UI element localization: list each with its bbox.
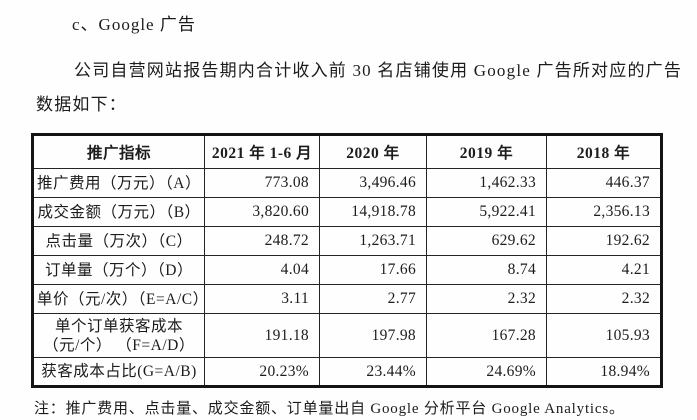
google-ads-metrics-table: 推广指标 2021 年 1-6 月 2020 年 2019 年 2018 年 推… — [31, 133, 663, 388]
cell-value: 3,820.60 — [204, 197, 320, 227]
cell-value: 18.94% — [546, 357, 662, 387]
column-header-2021h1: 2021 年 1-6 月 — [204, 134, 320, 169]
table-row-clicks: 点击量（万次）（C） 248.72 1,263.71 629.62 192.62 — [32, 226, 662, 256]
cell-value: 2.32 — [546, 284, 662, 314]
row-label: 单个订单获客成本（元/个） （F=A/D） — [32, 313, 205, 358]
cell-value: 248.72 — [204, 226, 320, 256]
cell-value: 167.28 — [426, 313, 547, 358]
table-header-row: 推广指标 2021 年 1-6 月 2020 年 2019 年 2018 年 — [32, 134, 662, 169]
table-row-orders: 订单量（万个）（D） 4.04 17.66 8.74 4.21 — [32, 255, 662, 285]
table-row-promo-expense: 推广费用（万元）（A） 773.08 3,496.46 1,462.33 446… — [32, 168, 662, 198]
cell-value: 20.23% — [204, 357, 320, 387]
row-label: 获客成本占比(G=A/B) — [32, 357, 205, 387]
table-row-cost-ratio: 获客成本占比(G=A/B) 20.23% 23.44% 24.69% 18.94… — [32, 357, 662, 387]
table-row-cost-per-order: 单个订单获客成本（元/个） （F=A/D） 191.18 197.98 167.… — [32, 313, 662, 358]
cell-value: 2,356.13 — [546, 197, 662, 227]
cell-value: 3,496.46 — [319, 168, 427, 198]
column-header-2018: 2018 年 — [546, 134, 662, 169]
table-row-unit-price: 单价（元/次）（E=A/C） 3.11 2.77 2.32 2.32 — [32, 284, 662, 314]
cell-value: 23.44% — [319, 357, 427, 387]
cell-value: 3.11 — [204, 284, 320, 314]
cell-value: 4.04 — [204, 255, 320, 285]
table-row-gmv: 成交金额（万元）（B） 3,820.60 14,918.78 5,922.41 … — [32, 197, 662, 227]
row-label: 订单量（万个）（D） — [32, 255, 205, 285]
paragraph-line: 公司自营网站报告期内合计收入前 30 名店铺使用 Google 广告所对应的广告 — [74, 61, 683, 80]
cell-value: 773.08 — [204, 168, 320, 198]
section-heading: c、Google 广告 — [72, 15, 196, 34]
cell-value: 1,462.33 — [426, 168, 547, 198]
cell-value: 192.62 — [546, 226, 662, 256]
intro-paragraph: 公司自营网站报告期内合计收入前 30 名店铺使用 Google 广告所对应的广告… — [0, 59, 697, 116]
cell-value: 197.98 — [319, 313, 427, 358]
cell-value: 629.62 — [426, 226, 547, 256]
row-label: 点击量（万次）（C） — [32, 226, 205, 256]
column-header-2019: 2019 年 — [426, 134, 547, 169]
table-footnote: 注：推广费用、点击量、成交金额、订单量出自 Google 分析平台 Google… — [34, 401, 625, 417]
row-label: 推广费用（万元）（A） — [32, 168, 205, 198]
cell-value: 2.32 — [426, 284, 547, 314]
column-header-2020: 2020 年 — [319, 134, 427, 169]
cell-value: 2.77 — [319, 284, 427, 314]
cell-value: 191.18 — [204, 313, 320, 358]
cell-value: 4.21 — [546, 255, 662, 285]
cell-value: 24.69% — [426, 357, 547, 387]
cell-value: 14,918.78 — [319, 197, 427, 227]
cell-value: 1,263.71 — [319, 226, 427, 256]
paragraph-line: 数据如下： — [36, 95, 127, 114]
row-label: 单价（元/次）（E=A/C） — [32, 284, 205, 314]
cell-value: 8.74 — [426, 255, 547, 285]
row-label: 成交金额（万元）（B） — [32, 197, 205, 227]
cell-value: 446.37 — [546, 168, 662, 198]
cell-value: 5,922.41 — [426, 197, 547, 227]
column-header-metric: 推广指标 — [32, 134, 205, 169]
cell-value: 105.93 — [546, 313, 662, 358]
cell-value: 17.66 — [319, 255, 427, 285]
